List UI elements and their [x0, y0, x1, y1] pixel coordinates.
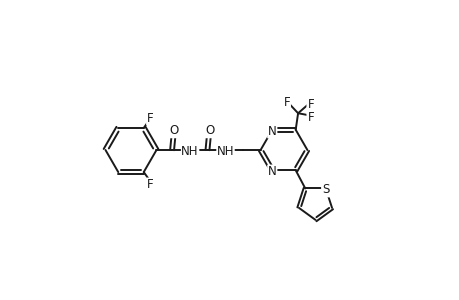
Text: O: O: [169, 124, 179, 137]
Text: F: F: [283, 96, 289, 109]
Text: NH: NH: [216, 145, 234, 158]
Text: F: F: [307, 98, 313, 111]
Text: S: S: [321, 183, 329, 196]
Text: F: F: [147, 112, 153, 124]
Text: O: O: [205, 124, 214, 137]
Text: F: F: [307, 111, 313, 124]
Text: NH: NH: [181, 145, 198, 158]
Text: F: F: [147, 178, 153, 191]
Text: N: N: [267, 165, 276, 178]
Text: N: N: [267, 125, 276, 138]
